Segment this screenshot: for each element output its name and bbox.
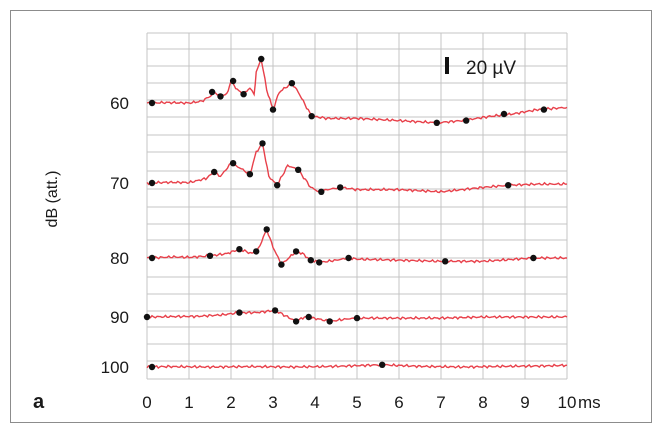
peak-marker [206,252,214,259]
peak-marker [463,117,470,124]
x-tick-label: 0 [142,393,151,412]
peak-marker [148,254,156,262]
x-tick-label: 10 [558,393,577,412]
series-label-100: 100 [101,358,129,377]
waveform-trace-80 [146,226,567,268]
x-tick-label: 7 [436,393,445,412]
peak-marker [326,318,333,325]
peak-marker [379,361,386,368]
peak-markers [143,55,548,371]
peak-marker [305,313,312,321]
peak-marker [240,91,247,98]
scale-bar [445,57,449,74]
peak-marker [143,313,151,321]
peak-marker [316,259,323,266]
peak-marker [353,314,361,322]
peak-marker [337,184,344,191]
peak-marker [500,110,508,118]
peak-marker [345,254,352,262]
series-label-80: 80 [110,249,129,268]
peak-marker [148,363,156,371]
peak-marker [505,182,512,189]
peak-marker [318,188,325,195]
x-tick-label: 1 [184,393,193,412]
panel-label: a [33,391,45,413]
peak-marker [292,248,300,255]
peak-marker [278,261,285,268]
peak-marker [148,99,156,107]
x-tick-label: 6 [394,393,403,412]
peak-marker [292,318,300,325]
series-label-70: 70 [110,174,129,193]
peak-marker [295,166,302,173]
peak-marker [274,182,281,189]
peak-marker [530,254,537,262]
x-tick-label: 9 [520,393,529,412]
peak-marker [148,179,156,187]
peak-marker [208,88,216,96]
peak-marker [258,55,265,63]
peak-marker [253,248,260,255]
waveform-trace-100 [146,362,568,370]
peak-marker [433,119,440,127]
grid [146,32,568,380]
peak-marker [236,246,243,253]
peak-marker [271,307,279,314]
series-label-90: 90 [110,308,129,327]
peak-marker [236,309,243,316]
x-tick-label: 2 [226,393,235,412]
peak-marker [442,258,449,265]
scale-bar-label: 20 µV [466,58,516,79]
figure-frame: dB (att.) a ms 20 µV 0 1 2 3 4 5 6 7 8 9 10 60 70 80 9… [10,10,652,423]
peak-marker [246,171,254,178]
x-unit-label: ms [578,393,601,412]
series-label-60: 60 [110,94,129,113]
peak-marker [229,160,237,167]
peak-marker [259,140,266,147]
peak-marker [263,226,270,233]
x-tick-label: 3 [268,393,277,412]
labels: dB (att.) a ms 20 µV 0 1 2 3 4 5 6 7 8 9 10 60 70 80 9… [33,57,601,413]
peak-marker [229,77,237,85]
peak-marker [211,168,218,176]
x-tick-label: 8 [478,393,487,412]
y-axis-label: dB (att.) [44,171,61,228]
peak-marker [269,106,277,113]
peak-marker [288,80,296,87]
peak-marker [307,257,314,264]
peak-marker [540,106,548,113]
abr-waveform-chart: dB (att.) a ms 20 µV 0 1 2 3 4 5 6 7 8 9 10 60 70 80 9… [33,32,601,413]
peak-marker [308,113,315,120]
peak-marker [217,93,224,100]
x-tick-label: 5 [352,393,361,412]
x-tick-label: 4 [310,393,319,412]
